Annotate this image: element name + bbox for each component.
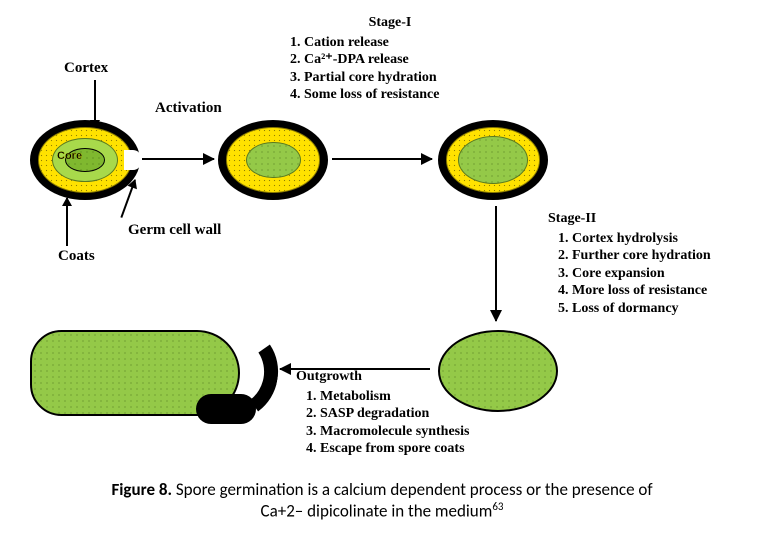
stage2-list: Cortex hydrolysis Further core hydration… [572, 230, 764, 318]
coat-fragment [196, 394, 256, 424]
stage1-list: Cation release Ca²⁺-DPA release Partial … [304, 34, 540, 104]
label-coats: Coats [58, 248, 95, 265]
stage1-item: Ca²⁺-DPA release [304, 51, 540, 69]
caption-line1: Spore germination is a calcium dependent… [172, 479, 653, 500]
outgrowth-item: Macromolecule synthesis [320, 423, 516, 441]
caption-ref: 63 [492, 500, 503, 513]
spore-dormant [30, 120, 140, 200]
figure-number: Figure 8. [111, 479, 172, 500]
cell-outgrowth [30, 330, 270, 416]
stage2-item: Loss of dormancy [572, 300, 764, 318]
stage1-title: Stage-I [240, 14, 540, 32]
core-layer [458, 136, 528, 184]
stage2-item: Cortex hydrolysis [572, 230, 764, 248]
label-germwall: Germ cell wall [128, 222, 221, 239]
arrow-stage2 [495, 206, 497, 321]
spore-stage2 [438, 330, 558, 412]
stage1-block: Stage-I Cation release Ca²⁺-DPA release … [280, 14, 540, 104]
arrow-stage1 [332, 158, 432, 160]
stage2-title: Stage-II [548, 210, 764, 228]
spore-stage1 [438, 120, 548, 200]
caption-line2: Ca+2– dipicolinate in the medium [261, 501, 493, 522]
stage1-item: Some loss of resistance [304, 86, 540, 104]
stage1-item: Cation release [304, 34, 540, 52]
diagram-canvas: Cortex Coats Germ cell wall Activation S… [0, 0, 764, 536]
outgrowth-item: Escape from spore coats [320, 440, 516, 458]
spore-activated [218, 120, 328, 200]
arrow-outgrowth [280, 368, 430, 370]
expanded-core [438, 330, 558, 412]
stage2-block: Stage-II Cortex hydrolysis Further core … [548, 210, 764, 317]
core-text: Core [57, 150, 82, 162]
stage1-item: Partial core hydration [304, 69, 540, 87]
label-cortex: Cortex [64, 60, 108, 77]
pointer-coats [66, 198, 68, 246]
coat-cutaway [124, 150, 142, 170]
core-layer [246, 142, 301, 179]
figure-caption: Figure 8. Spore germination is a calcium… [0, 479, 764, 522]
stage2-item: More loss of resistance [572, 282, 764, 300]
arrow-activation [142, 158, 214, 160]
label-activation: Activation [155, 100, 222, 117]
stage2-item: Further core hydration [572, 247, 764, 265]
stage2-item: Core expansion [572, 265, 764, 283]
